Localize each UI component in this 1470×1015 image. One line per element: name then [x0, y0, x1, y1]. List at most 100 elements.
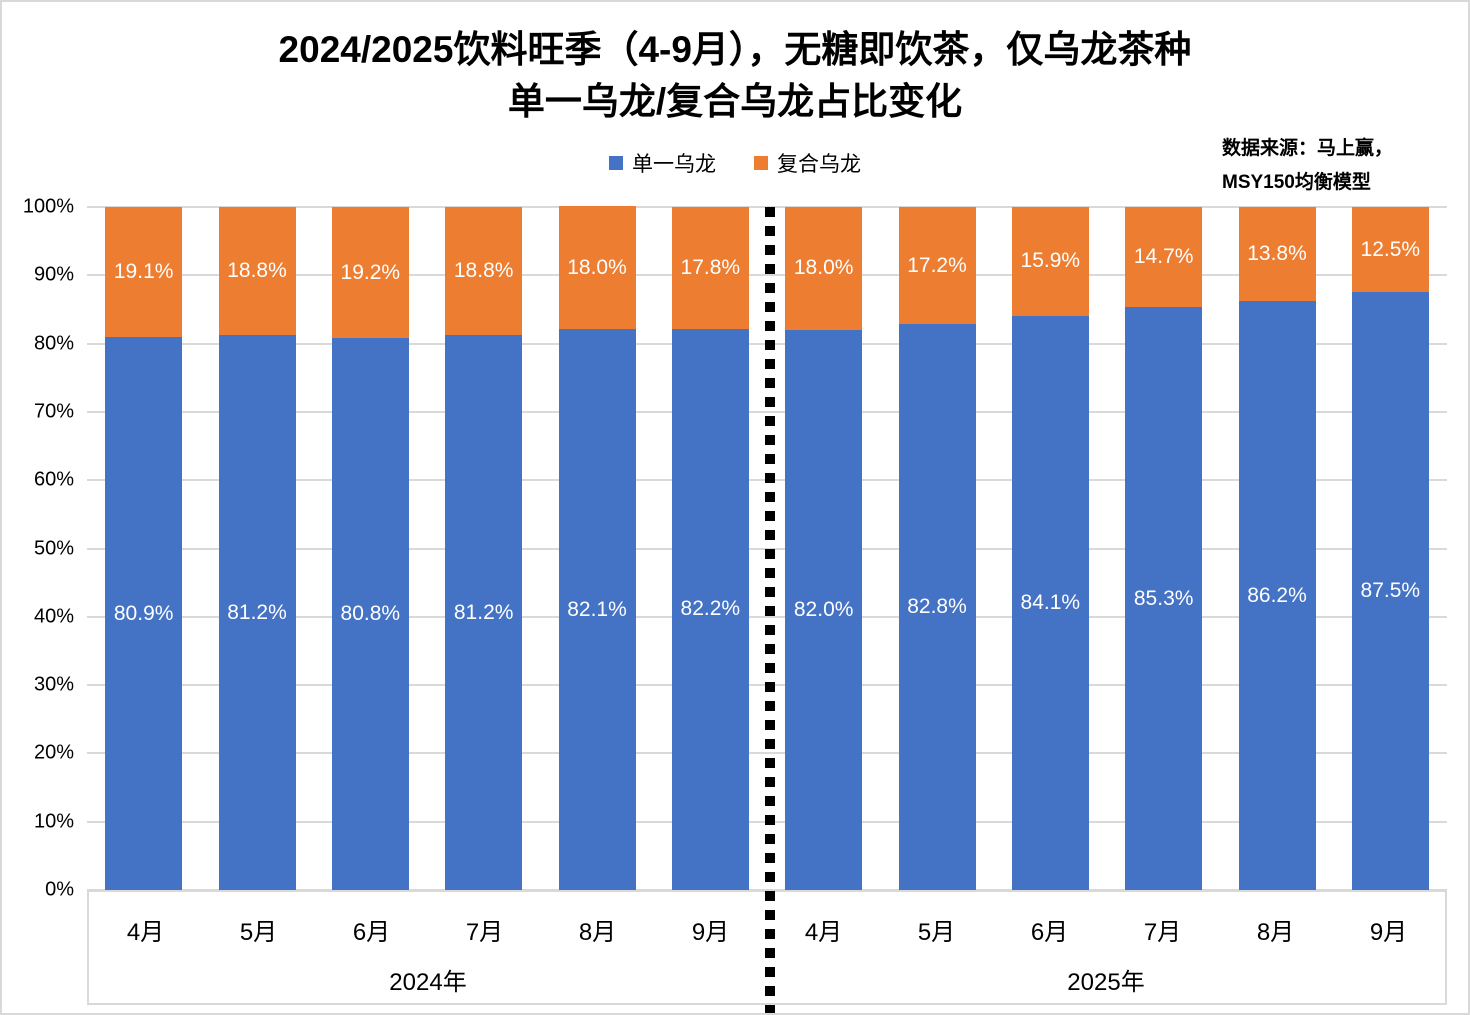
- bar-value-label: 82.8%: [907, 595, 967, 619]
- bar-value-label: 84.1%: [1020, 590, 1081, 614]
- bar-segment-blend-oolong: 17.8%: [671, 207, 749, 329]
- bar-column: 80.9% 19.1%: [105, 207, 183, 890]
- bar-value-label: 13.8%: [1247, 242, 1307, 266]
- bar-column: 86.2% 13.8%: [1238, 207, 1316, 890]
- bar-segment-blend-oolong: 18.8%: [445, 207, 523, 336]
- bar-value-label: 81.2%: [453, 600, 514, 624]
- bar-column: 82.8% 17.2%: [898, 207, 976, 890]
- bar-segment-blend-oolong: 19.1%: [105, 207, 183, 338]
- x-axis-month-label: 4月: [804, 919, 843, 946]
- x-axis-year-label: 2024年: [389, 969, 467, 996]
- y-axis-tick-label: 20%: [33, 741, 74, 764]
- bar-column: 81.2% 18.8%: [445, 207, 523, 890]
- bar-value-label: 18.0%: [567, 255, 627, 279]
- title-line-2: 单一乌龙/复合乌龙占比变化: [507, 81, 963, 122]
- bar-segment-single-oolong: 81.2%: [218, 335, 296, 890]
- bar-value-label: 81.2%: [227, 600, 287, 624]
- bar-value-label: 19.1%: [113, 260, 174, 284]
- bar-segment-blend-oolong: 18.0%: [558, 206, 636, 330]
- legend: 单一乌龙 复合乌龙: [2, 148, 1468, 178]
- x-axis-year-label: 2025年: [1067, 969, 1145, 996]
- bar-value-label: 15.9%: [1020, 249, 1081, 273]
- y-axis-tick-label: 100%: [22, 195, 74, 218]
- source-note: 数据来源：马上赢， MSY150均衡模型: [1222, 132, 1393, 200]
- source-line-2: MSY150均衡模型: [1222, 172, 1371, 193]
- x-axis-month-label: 7月: [1143, 919, 1182, 946]
- x-axis-month-label: 4月: [126, 919, 165, 946]
- bar-value-label: 86.2%: [1247, 583, 1307, 607]
- bar-segment-single-oolong: 81.2%: [445, 335, 523, 890]
- bar-segment-blend-oolong: 17.2%: [898, 207, 976, 325]
- legend-item-blend-oolong: 复合乌龙: [754, 148, 861, 178]
- legend-item-single-oolong: 单一乌龙: [609, 148, 716, 178]
- y-axis-tick-label: 90%: [33, 263, 74, 286]
- bar-segment-blend-oolong: 14.7%: [1125, 207, 1203, 308]
- bar-segment-blend-oolong: 15.9%: [1011, 207, 1089, 316]
- bar-value-label: 80.8%: [340, 602, 401, 626]
- bar-segment-single-oolong: 82.0%: [785, 329, 863, 890]
- title-line-1: 2024/2025饮料旺季（4-9月），无糖即饮茶，仅乌龙茶种: [278, 29, 1192, 70]
- bar-column: 85.3% 14.7%: [1125, 207, 1203, 890]
- bar-value-label: 19.2%: [340, 260, 401, 284]
- bar-segment-single-oolong: 82.2%: [671, 328, 749, 890]
- legend-label-single-oolong: 单一乌龙: [632, 153, 716, 176]
- bar-segment-single-oolong: 80.9%: [105, 337, 183, 890]
- bar-column: 82.2% 17.8%: [671, 207, 749, 890]
- bar-column: 84.1% 15.9%: [1011, 207, 1089, 890]
- legend-swatch-single-oolong-icon: [609, 156, 623, 170]
- y-axis-tick-label: 60%: [33, 468, 74, 491]
- bar-value-label: 14.7%: [1133, 245, 1194, 269]
- bar-segment-single-oolong: 82.8%: [898, 324, 976, 890]
- bar-value-label: 85.3%: [1133, 586, 1194, 610]
- bar-value-label: 18.8%: [227, 259, 287, 283]
- bar-value-label: 18.0%: [793, 256, 854, 280]
- x-axis-month-label: 5月: [239, 919, 278, 946]
- x-axis-month-label: 9月: [691, 919, 730, 946]
- bar-value-label: 17.8%: [680, 255, 741, 279]
- bar-value-label: 87.5%: [1360, 579, 1421, 603]
- y-axis-tick-label: 70%: [33, 400, 74, 423]
- bar-column: 81.2% 18.8%: [218, 207, 296, 890]
- x-axis-month-label: 6月: [1030, 919, 1069, 946]
- legend-swatch-blend-oolong-icon: [754, 156, 768, 170]
- bar-value-label: 82.1%: [567, 597, 627, 621]
- x-axis-month-label: 6月: [352, 919, 391, 946]
- bar-segment-single-oolong: 82.1%: [558, 329, 636, 890]
- x-axis-month-label: 8月: [578, 919, 617, 946]
- bar-value-label: 80.9%: [113, 601, 174, 625]
- bar-segment-blend-oolong: 18.0%: [785, 207, 863, 330]
- bar-column: 82.0% 18.0%: [785, 207, 863, 890]
- bar-segment-single-oolong: 86.2%: [1238, 301, 1316, 890]
- bar-value-label: 18.8%: [453, 259, 514, 283]
- plot-area: 80.9% 19.1% 81.2% 18.8% 80.8% 19.2% 81.2% 18.8%…: [87, 206, 1447, 891]
- bar-segment-blend-oolong: 13.8%: [1238, 207, 1316, 302]
- legend-label-blend-oolong: 复合乌龙: [777, 153, 861, 176]
- bar-value-label: 17.2%: [907, 253, 967, 277]
- bar-segment-single-oolong: 80.8%: [331, 338, 409, 890]
- bar-value-label: 82.2%: [680, 597, 741, 621]
- bar-segment-blend-oolong: 12.5%: [1351, 207, 1429, 293]
- bar-segment-blend-oolong: 19.2%: [331, 207, 409, 339]
- page-title: 2024/2025饮料旺季（4-9月），无糖即饮茶，仅乌龙茶种 单一乌龙/复合乌…: [2, 24, 1468, 128]
- bar-segment-single-oolong: 87.5%: [1351, 292, 1429, 890]
- bar-column: 82.1% 18.0%: [558, 206, 636, 890]
- y-axis: 0% 10% 20% 30% 40% 50% 60% 70% 80% 90% 100%: [2, 196, 74, 901]
- bar-column: 87.5% 12.5%: [1351, 207, 1429, 890]
- y-axis-tick-label: 0%: [45, 878, 74, 901]
- bar-column: 80.8% 19.2%: [331, 207, 409, 890]
- x-axis-month-label: 9月: [1369, 919, 1408, 946]
- bar-value-label: 82.0%: [793, 597, 854, 621]
- source-line-1: 数据来源：马上赢，: [1222, 138, 1394, 159]
- y-axis-tick-label: 50%: [33, 537, 74, 559]
- x-axis-month-label: 7月: [465, 919, 504, 946]
- bar-segment-blend-oolong: 18.8%: [218, 207, 296, 336]
- year-separator-line: [765, 207, 775, 1013]
- y-axis-tick-label: 80%: [33, 332, 74, 355]
- x-axis-month-label: 5月: [917, 919, 956, 946]
- bar-segment-single-oolong: 85.3%: [1125, 307, 1203, 890]
- bar-segment-single-oolong: 84.1%: [1011, 315, 1089, 890]
- y-axis-tick-label: 40%: [33, 605, 74, 628]
- bar-value-label: 12.5%: [1360, 237, 1421, 261]
- x-axis-month-label: 8月: [1256, 919, 1295, 946]
